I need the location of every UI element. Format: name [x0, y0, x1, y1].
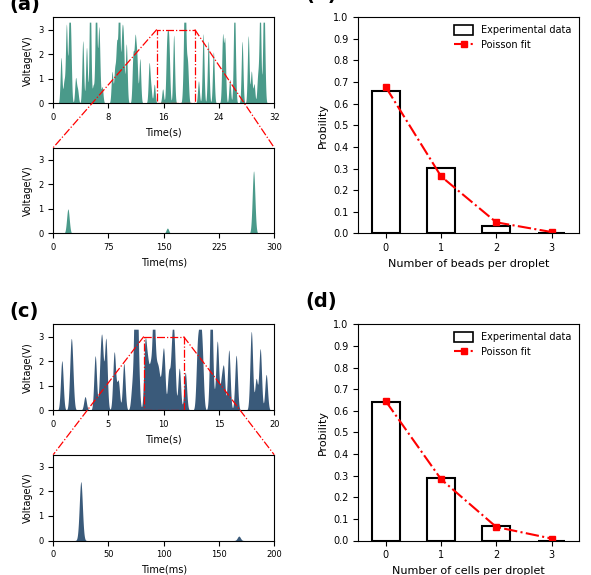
- X-axis label: Number of cells per droplet: Number of cells per droplet: [392, 566, 545, 575]
- Y-axis label: Voltage(V): Voltage(V): [22, 342, 33, 393]
- Y-axis label: Voltage(V): Voltage(V): [22, 472, 33, 523]
- Text: (c): (c): [9, 302, 38, 321]
- Bar: [372, 402, 400, 540]
- Bar: [482, 527, 510, 540]
- Y-axis label: Voltage(V): Voltage(V): [22, 34, 33, 86]
- Bar: [372, 91, 400, 233]
- Legend: Experimental data, Poisson fit: Experimental data, Poisson fit: [451, 329, 574, 361]
- Bar: [427, 167, 455, 233]
- X-axis label: Time(ms): Time(ms): [141, 565, 187, 575]
- X-axis label: Number of beads per droplet: Number of beads per droplet: [388, 259, 550, 269]
- Bar: [427, 478, 455, 540]
- Text: (d): (d): [305, 292, 337, 311]
- Text: (a): (a): [9, 0, 40, 14]
- Legend: Experimental data, Poisson fit: Experimental data, Poisson fit: [451, 22, 574, 53]
- Bar: [482, 227, 510, 233]
- Y-axis label: Probility: Probility: [317, 103, 327, 148]
- X-axis label: Time(ms): Time(ms): [141, 258, 187, 268]
- Y-axis label: Voltage(V): Voltage(V): [22, 165, 33, 216]
- Y-axis label: Probility: Probility: [317, 410, 327, 455]
- X-axis label: Time(s): Time(s): [145, 434, 182, 444]
- X-axis label: Time(s): Time(s): [145, 127, 182, 137]
- Text: (b): (b): [305, 0, 337, 4]
